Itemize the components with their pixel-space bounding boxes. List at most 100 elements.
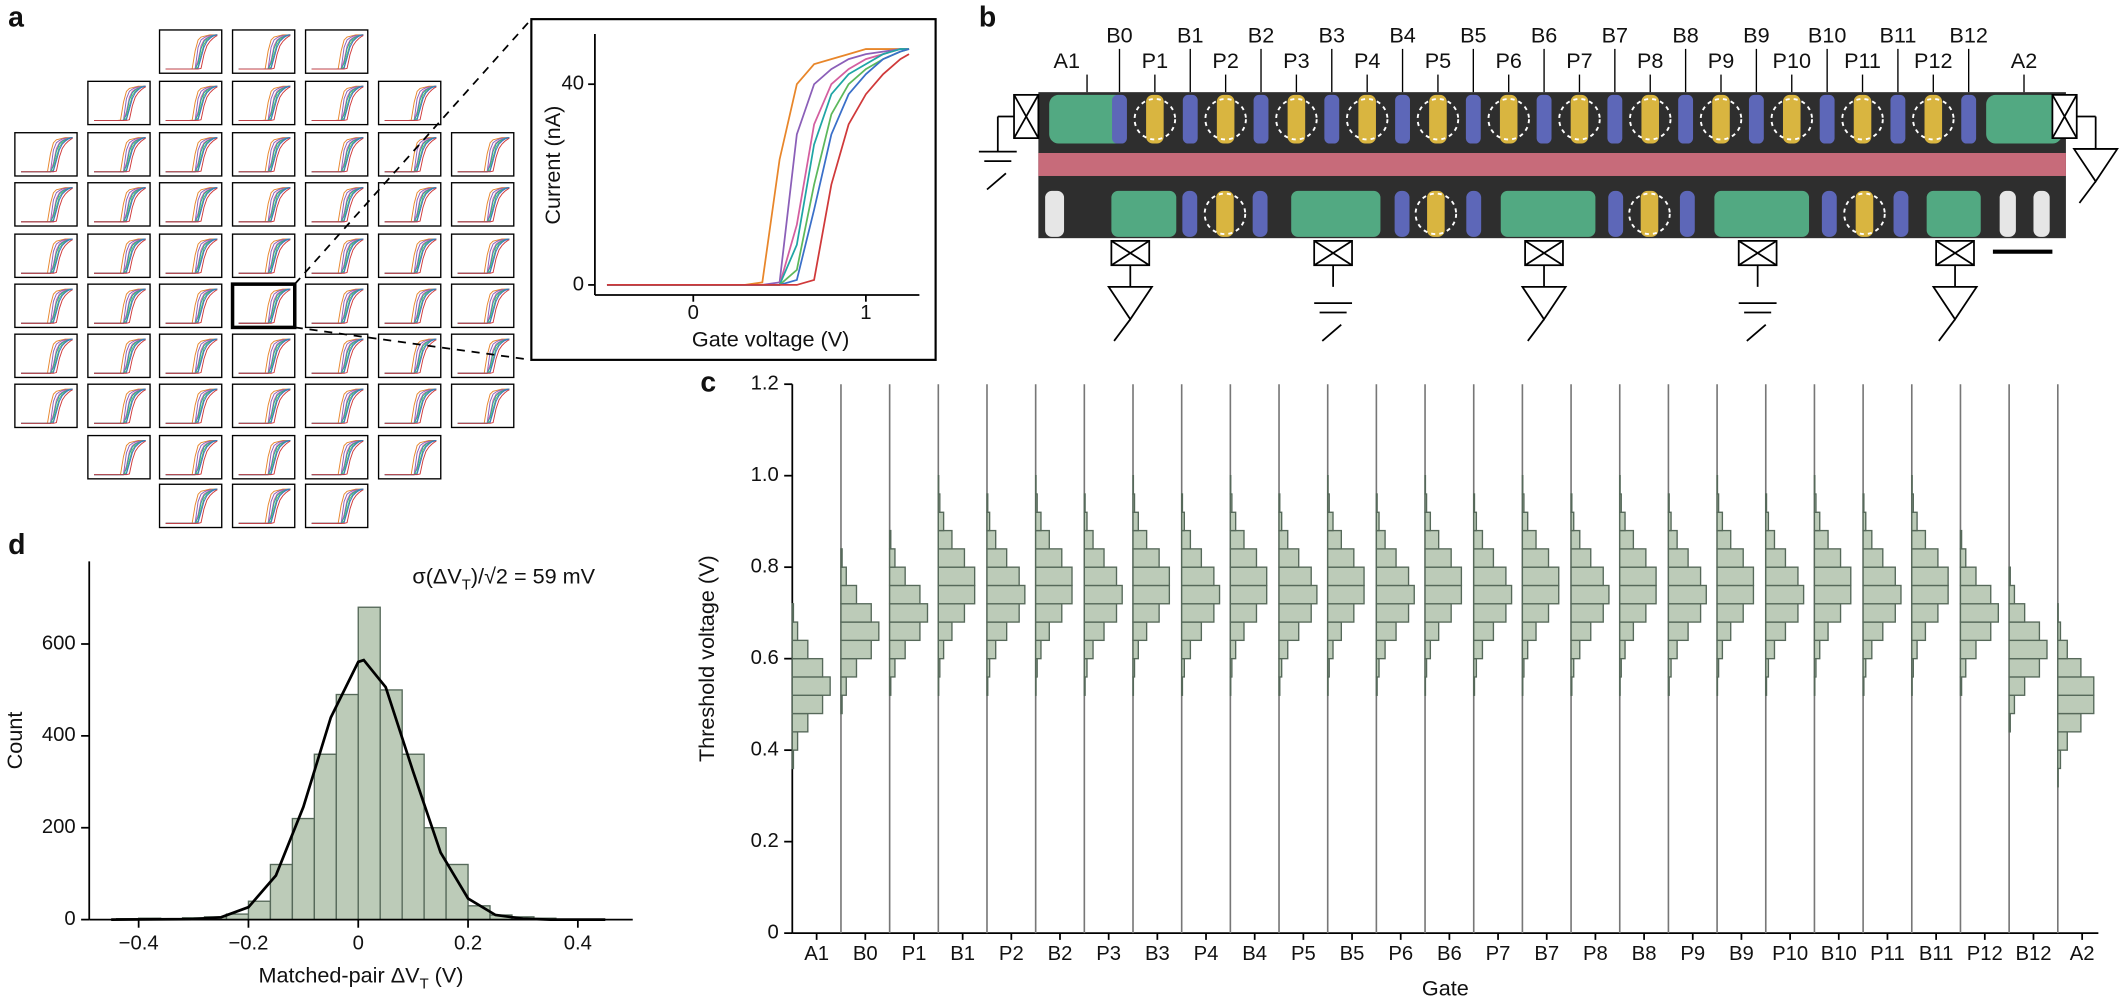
accumulation-gate: [1986, 94, 2062, 144]
x-tick-label: B10: [1821, 943, 1857, 965]
mini-plot-frame: [158, 434, 223, 480]
histogram-bar: [1619, 511, 1626, 532]
histogram-bar: [1278, 657, 1283, 678]
histogram-bar: [1181, 584, 1221, 605]
histogram-bar: [1473, 676, 1476, 696]
histogram-bar: [1765, 584, 1805, 605]
histogram-bar: [840, 657, 858, 678]
histogram-bar: [1473, 511, 1478, 532]
histogram-bar: [888, 566, 906, 587]
histogram-bar: [1083, 511, 1088, 532]
histogram-bar: [1619, 493, 1622, 513]
histogram-bar: [1619, 621, 1635, 642]
y-tick-label: 1.2: [751, 373, 779, 395]
mini-curve: [165, 239, 218, 274]
histogram-bar: [1570, 584, 1610, 605]
dot-outline: [1275, 97, 1318, 141]
histogram-bar: [1570, 657, 1575, 678]
x-tick-label: P10: [1772, 943, 1808, 965]
x-axis-label-part: (V): [429, 962, 464, 987]
histogram-bar: [1327, 621, 1343, 642]
histogram-bar: [840, 603, 872, 623]
histogram-bar: [1667, 548, 1689, 568]
mini-curve: [457, 187, 510, 223]
mini-curve: [311, 187, 364, 223]
x-axis-label-part: Matched-pair ΔV: [258, 962, 420, 987]
histogram-bar: [1667, 529, 1678, 550]
histogram-bar: [1813, 603, 1842, 623]
histogram-bar: [2008, 657, 2041, 678]
barrier-gate: [1112, 94, 1127, 144]
barrier-gate: [1890, 94, 1906, 144]
gate-label: P4: [1354, 48, 1380, 73]
histogram-bar: [1570, 603, 1604, 623]
gate-label: B12: [1949, 22, 1987, 47]
lower-gate: [1714, 190, 1810, 237]
dot-outline: [1414, 192, 1458, 236]
x-tick-label: 0: [688, 302, 699, 324]
x-tick-label: P1: [902, 943, 927, 965]
mini-curve: [238, 35, 291, 70]
histogram-bar: [986, 493, 989, 513]
histogram-bar: [1716, 566, 1755, 587]
gate-label: P3: [1283, 48, 1309, 73]
x-tick-label: B2: [1048, 943, 1073, 965]
histogram-bar: [1375, 529, 1386, 550]
histogram-bar: [888, 584, 921, 605]
mini-curve: [238, 339, 291, 374]
histogram-bar: [1619, 566, 1657, 587]
histogram-bar: [791, 657, 824, 678]
plunger-gate: [1429, 94, 1447, 144]
x-tick-label: B0: [853, 943, 878, 965]
mini-curve: [311, 440, 364, 476]
histogram-bar: [937, 639, 945, 660]
histogram-bar: [1181, 566, 1215, 587]
histogram-bar: [1959, 676, 1963, 696]
histogram-bar: [467, 905, 491, 921]
histogram-bar: [1229, 603, 1258, 623]
histogram-bar: [1229, 493, 1233, 513]
histogram-bar: [937, 584, 976, 605]
histogram-bar: [1132, 493, 1136, 513]
mini-curve: [384, 86, 437, 121]
x-tick-label: P4: [1194, 943, 1219, 965]
plunger-gate: [1146, 94, 1164, 144]
mini-curve: [311, 86, 364, 121]
histogram-bar: [1862, 639, 1873, 660]
dot-outline: [1699, 97, 1743, 141]
histogram-bar: [1570, 493, 1573, 513]
histogram-bar: [2008, 694, 2016, 715]
histogram-bar: [1083, 676, 1086, 696]
histogram-bar: [1570, 639, 1581, 660]
curve: [606, 48, 910, 286]
contact-cross: [1738, 240, 1778, 266]
plunger-gate: [1853, 94, 1872, 144]
mini-curve: [20, 187, 73, 223]
mini-curve: [165, 35, 218, 70]
y-tick-label: 0: [64, 908, 75, 930]
histogram-bar: [1765, 529, 1776, 550]
histogram-bar: [1619, 639, 1626, 660]
histogram-bar: [1813, 566, 1852, 587]
x-tick-label: B1: [950, 943, 975, 965]
histogram-bar: [1424, 584, 1463, 605]
histogram-bar: [1229, 529, 1245, 550]
histogram-bar: [1375, 511, 1380, 532]
x-tick-label: P2: [999, 943, 1024, 965]
mini-curve: [311, 389, 364, 424]
histogram-bar: [1229, 511, 1237, 532]
histogram-bar: [1959, 603, 1999, 623]
x-axis-label: Gate: [1422, 976, 1469, 1001]
histogram-bar: [1959, 566, 1977, 587]
histogram-bar: [2057, 676, 2095, 696]
histogram-bar: [840, 676, 847, 696]
histogram-bar: [2057, 621, 2062, 642]
histogram-bar: [1278, 511, 1283, 532]
mini-curve: [311, 35, 364, 70]
histogram-bar: [1473, 493, 1476, 513]
histogram-bar: [1473, 657, 1478, 678]
histogram-bar: [1278, 548, 1300, 568]
x-tick-label: P12: [1967, 943, 2003, 965]
histogram-bar: [2057, 694, 2095, 715]
mini-curve: [384, 289, 437, 324]
